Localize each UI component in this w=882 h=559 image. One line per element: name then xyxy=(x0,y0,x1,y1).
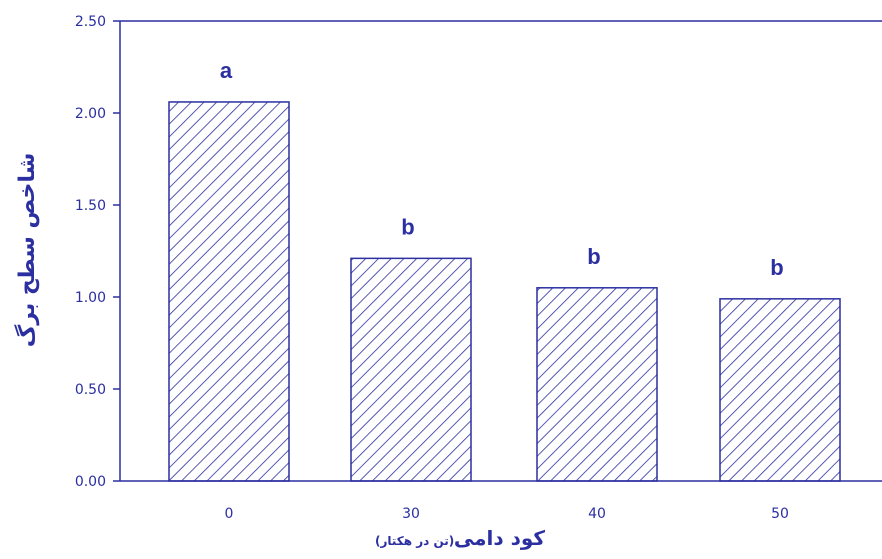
significance-label: a xyxy=(220,58,233,83)
significance-labels: a b b b xyxy=(220,58,784,280)
x-axis-title: کود دامی (تن در هکتار) xyxy=(375,526,545,550)
y-tick-label: 2.50 xyxy=(75,14,106,30)
significance-label: b xyxy=(401,214,414,239)
bar-30 xyxy=(350,257,472,482)
y-tick-label: 1.50 xyxy=(75,198,106,214)
y-axis-title: شاخص سطح برگ xyxy=(14,153,40,347)
significance-label: b xyxy=(587,244,600,269)
bar-50 xyxy=(719,298,841,482)
bars xyxy=(168,101,841,482)
x-axis-ticks: 0 30 40 50 xyxy=(225,506,789,522)
significance-label: b xyxy=(770,255,783,280)
bar-40 xyxy=(536,287,658,482)
y-tick-label: 1.00 xyxy=(75,290,106,306)
x-tick-label: 30 xyxy=(402,506,420,522)
x-tick-label: 40 xyxy=(588,506,606,522)
x-axis-title-main: کود دامی xyxy=(454,526,546,550)
x-axis-title-unit: (تن در هکتار) xyxy=(375,534,454,548)
bar-0 xyxy=(168,101,290,482)
y-tick-label: 0.50 xyxy=(75,382,106,398)
x-tick-label: 0 xyxy=(225,506,234,522)
y-axis-ticks: 0.00 0.50 1.00 1.50 2.00 2.50 xyxy=(75,14,120,490)
y-tick-label: 0.00 xyxy=(75,474,106,490)
x-tick-label: 50 xyxy=(771,506,789,522)
y-tick-label: 2.00 xyxy=(75,106,106,122)
